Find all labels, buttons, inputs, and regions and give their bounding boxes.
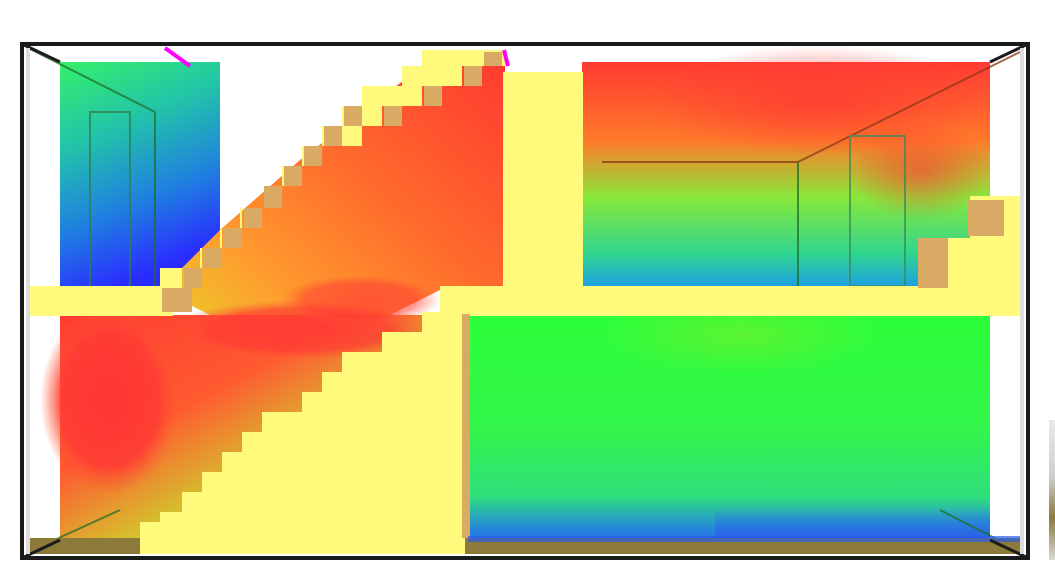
floor-slab-left bbox=[28, 286, 173, 316]
section-frame bbox=[20, 42, 1030, 560]
room-upper-left bbox=[60, 62, 220, 290]
scrollbar-edge[interactable] bbox=[1049, 420, 1055, 560]
central-column bbox=[503, 72, 583, 288]
right-landing-stair bbox=[918, 196, 1022, 288]
heat-source-markers[interactable] bbox=[163, 46, 510, 68]
floor-slab-right bbox=[440, 286, 1022, 316]
stair-wall bbox=[462, 314, 470, 554]
heat-source-marker-left bbox=[163, 46, 192, 68]
upper-staircase bbox=[160, 50, 505, 312]
structure bbox=[28, 50, 1022, 554]
heat-source-marker-center bbox=[502, 49, 510, 67]
lower-staircase bbox=[140, 290, 462, 552]
